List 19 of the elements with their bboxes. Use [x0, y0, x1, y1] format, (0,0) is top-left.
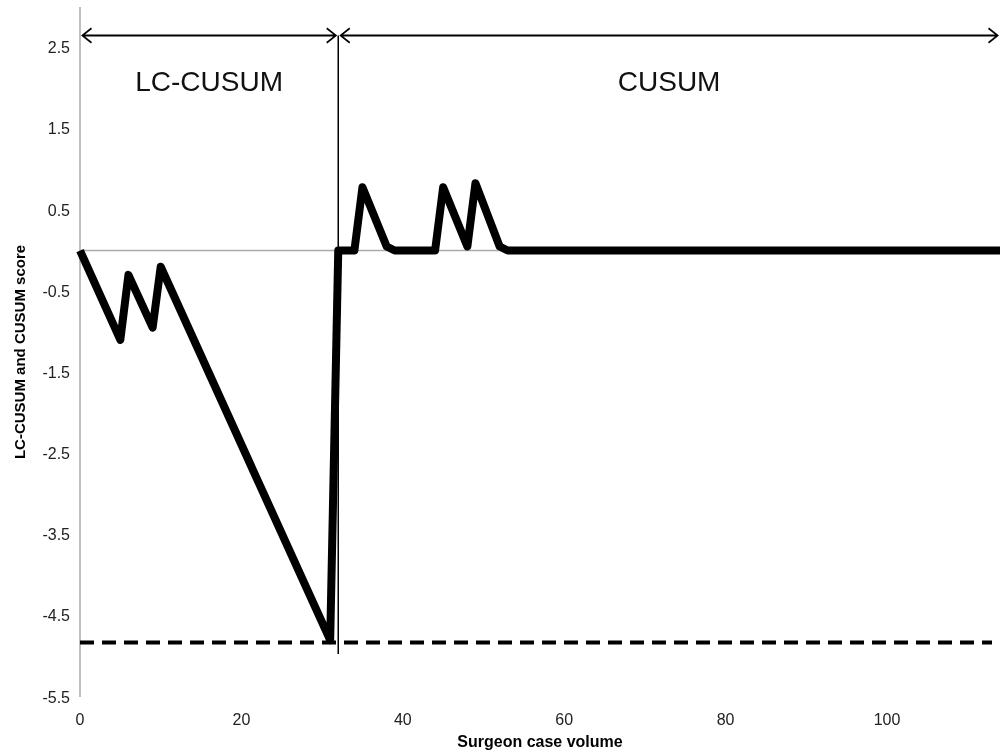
x-tick-label: 0	[75, 711, 85, 728]
annotation: CUSUM	[617, 65, 721, 97]
x-axis-title: Surgeon case volume	[457, 733, 623, 750]
x-tick-label: 100	[873, 711, 901, 728]
y-tick-label: -4.5	[42, 607, 71, 625]
x-tick-label: 20	[232, 711, 251, 728]
y-tick-label: -3.5	[42, 526, 71, 544]
y-axis-title: LC-CUSUM and CUSUM score	[11, 244, 28, 460]
y-tick-label: 1.5	[47, 120, 71, 138]
y-tick-label: -2.5	[42, 445, 71, 463]
y-tick-label: -0.5	[42, 282, 71, 300]
annotation: LC-CUSUM	[135, 65, 284, 97]
x-tick-label: 40	[393, 711, 412, 728]
x-tick-label: 80	[716, 711, 735, 728]
y-tick-label: -1.5	[42, 363, 71, 381]
y-tick-label: 2.5	[47, 39, 71, 57]
x-tick-label: 60	[555, 711, 574, 728]
y-tick-label: -5.5	[42, 688, 71, 706]
y-tick-label: 0.5	[47, 201, 71, 219]
